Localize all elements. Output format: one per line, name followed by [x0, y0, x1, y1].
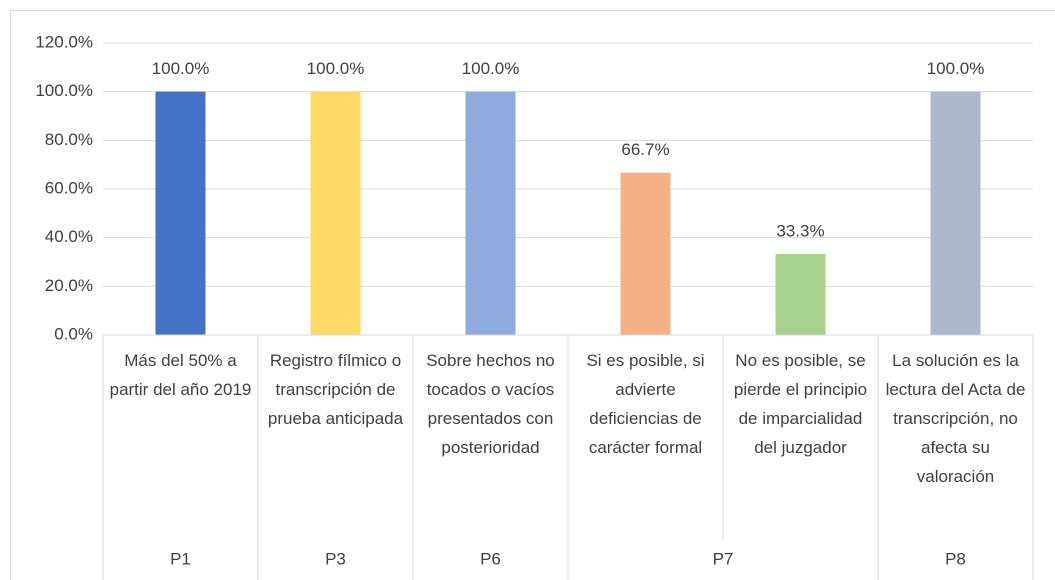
group-label: P1	[170, 549, 191, 568]
x-tick-label: Más del 50% a partir del año 2019	[109, 351, 252, 399]
group-label: P6	[480, 549, 501, 568]
bar	[310, 91, 361, 336]
y-tick-label: 0.0%	[54, 324, 93, 343]
x-tick-label: No es posible, se pierde el principio de…	[733, 351, 868, 457]
x-tick-label: Registro fílmico o transcripción de prue…	[267, 351, 404, 428]
value-label: 66.7%	[621, 140, 669, 159]
group-label: P7	[713, 549, 734, 568]
x-tick-label: La solución es la lectura del Acta de tr…	[885, 351, 1026, 486]
value-label: 33.3%	[776, 221, 824, 240]
bar	[930, 91, 981, 336]
value-label: 100.0%	[462, 59, 520, 78]
y-tick-label: 80.0%	[45, 130, 93, 149]
value-label: 100.0%	[307, 59, 365, 78]
x-tick-label: Sobre hechos no tocados o vacíos present…	[426, 351, 555, 457]
bar	[155, 91, 206, 336]
y-tick-label: 120.0%	[35, 32, 93, 51]
y-tick-label: 60.0%	[45, 178, 93, 197]
value-label: 100.0%	[152, 59, 210, 78]
bar	[465, 91, 516, 336]
bar	[775, 253, 826, 335]
x-tick-label: Si es posible, si advierte deficiencias …	[586, 351, 705, 457]
group-label: P8	[945, 549, 966, 568]
y-tick-label: 100.0%	[35, 81, 93, 100]
chart-border	[10, 10, 1055, 580]
bar	[620, 172, 671, 335]
y-tick-label: 40.0%	[45, 227, 93, 246]
group-label: P3	[325, 549, 346, 568]
value-label: 100.0%	[927, 59, 985, 78]
y-tick-label: 20.0%	[45, 276, 93, 295]
